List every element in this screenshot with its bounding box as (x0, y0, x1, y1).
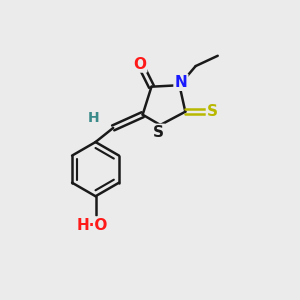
Text: N: N (175, 75, 187, 90)
Text: S: S (207, 104, 218, 119)
Text: H: H (88, 111, 100, 124)
Text: H·O: H·O (77, 218, 108, 232)
Text: S: S (153, 125, 164, 140)
Text: O: O (133, 56, 146, 71)
